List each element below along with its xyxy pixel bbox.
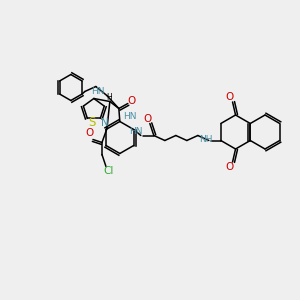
- Text: H: H: [106, 93, 112, 102]
- Text: HN: HN: [129, 127, 143, 136]
- Text: S: S: [88, 116, 95, 129]
- Text: Cl: Cl: [104, 167, 114, 176]
- Text: HN: HN: [123, 112, 136, 121]
- Text: N: N: [101, 118, 109, 128]
- Text: O: O: [86, 128, 94, 139]
- Text: O: O: [128, 95, 136, 106]
- Text: O: O: [225, 92, 234, 102]
- Text: HN: HN: [91, 87, 105, 96]
- Text: O: O: [225, 162, 234, 172]
- Text: O: O: [144, 113, 152, 124]
- Text: NH: NH: [199, 135, 213, 144]
